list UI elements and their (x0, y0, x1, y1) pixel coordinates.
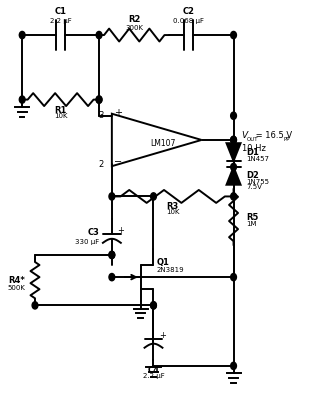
Text: OUT: OUT (247, 137, 259, 142)
Circle shape (231, 274, 236, 281)
Circle shape (231, 193, 236, 200)
Circle shape (96, 96, 102, 103)
Text: 1N457: 1N457 (246, 155, 269, 162)
Text: 7.5V: 7.5V (246, 184, 262, 190)
Text: R3: R3 (167, 202, 179, 211)
Circle shape (109, 251, 115, 258)
Text: D1: D1 (246, 148, 259, 157)
Text: 10 Hz: 10 Hz (242, 144, 265, 153)
Text: 2N3819: 2N3819 (157, 267, 184, 273)
Circle shape (231, 136, 236, 144)
Circle shape (109, 193, 115, 200)
Text: R1: R1 (54, 106, 67, 115)
Circle shape (19, 96, 25, 103)
Circle shape (19, 31, 25, 39)
Text: 2: 2 (98, 160, 104, 169)
Circle shape (231, 163, 236, 171)
Circle shape (109, 274, 115, 281)
Text: C4: C4 (147, 366, 159, 375)
Circle shape (151, 302, 156, 309)
Text: +: + (159, 331, 166, 340)
Text: −: − (113, 157, 122, 167)
Text: C2: C2 (183, 7, 195, 16)
Polygon shape (227, 143, 241, 161)
Text: 10K: 10K (166, 209, 179, 216)
Text: Q1: Q1 (157, 258, 170, 267)
Text: D2: D2 (246, 171, 259, 180)
Text: 500K: 500K (7, 285, 25, 291)
Circle shape (96, 96, 102, 103)
Text: R5: R5 (246, 213, 259, 222)
Text: LM107: LM107 (150, 139, 176, 148)
Circle shape (231, 112, 236, 119)
Circle shape (231, 136, 236, 144)
Circle shape (231, 362, 236, 369)
Text: C3: C3 (87, 228, 99, 237)
Circle shape (109, 251, 115, 258)
Text: 3: 3 (98, 111, 104, 120)
Text: 10K: 10K (54, 112, 67, 119)
Text: 2.2 μF: 2.2 μF (142, 373, 164, 379)
Text: 2.2 μF: 2.2 μF (50, 18, 71, 24)
Text: +: + (114, 108, 122, 117)
Text: V: V (242, 131, 248, 140)
Circle shape (96, 31, 102, 39)
Text: 330 μF: 330 μF (75, 238, 99, 245)
Text: 0.068 μF: 0.068 μF (173, 18, 204, 24)
Text: C1: C1 (55, 7, 67, 16)
Text: 1N755: 1N755 (246, 178, 269, 184)
Text: 1M: 1M (246, 221, 257, 227)
Circle shape (32, 302, 38, 309)
Text: PP: PP (283, 137, 290, 142)
Text: 300K: 300K (125, 25, 143, 31)
Circle shape (151, 302, 156, 309)
Polygon shape (227, 167, 241, 185)
Circle shape (151, 193, 156, 200)
Text: +: + (118, 226, 125, 235)
Text: R4*: R4* (8, 276, 25, 285)
Text: = 16.5 V: = 16.5 V (253, 131, 292, 140)
Text: R2: R2 (128, 15, 141, 24)
Circle shape (231, 31, 236, 39)
